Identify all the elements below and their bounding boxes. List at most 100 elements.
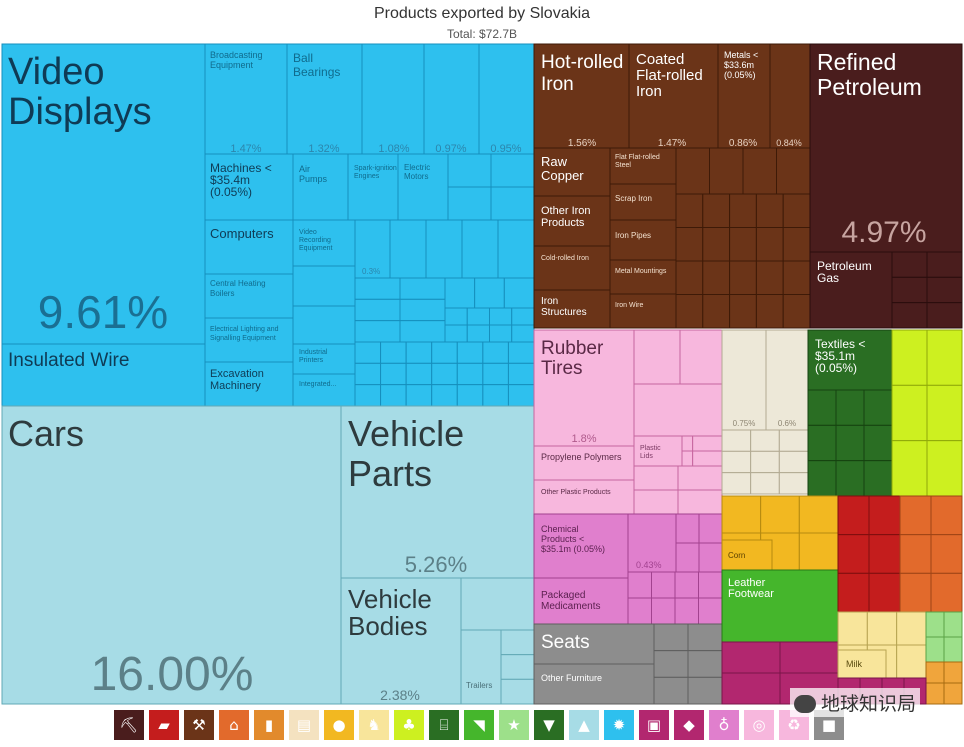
wheat-icon[interactable]: ♣ (394, 710, 424, 740)
small-tile (675, 260, 704, 295)
label-scrap-iron: Scrap Iron (615, 194, 652, 203)
small-tile (447, 153, 492, 188)
small-tile (943, 611, 963, 638)
small-tile (489, 324, 513, 343)
small-tile (891, 302, 928, 329)
tile (769, 43, 811, 149)
road-icon[interactable]: ▲ (569, 710, 599, 740)
small-tile (755, 294, 784, 329)
label-trailers: Trailers (466, 681, 492, 690)
label-packaged-medicaments: Packaged Medicaments (541, 590, 600, 612)
small-tile (709, 147, 744, 195)
small-tile (930, 495, 963, 536)
building-icon[interactable]: ⌸ (429, 710, 459, 740)
tile-machines-small (204, 153, 294, 221)
label-hot-rolled-iron: Hot-rolled Iron (541, 52, 623, 95)
brick-icon[interactable]: ▰ (149, 710, 179, 740)
small-tile (425, 219, 463, 279)
tile-air-pumps (292, 153, 349, 221)
small-tile (380, 362, 407, 386)
small-tile (778, 450, 809, 474)
tile (292, 305, 356, 345)
small-tile (943, 682, 963, 705)
small-tile (807, 460, 837, 497)
label-air-pumps: Air Pumps (299, 164, 328, 184)
small-tile (798, 495, 839, 534)
small-tile (444, 307, 468, 326)
tile-cold-rolled (533, 245, 611, 291)
tile-lighting (204, 317, 294, 363)
tile-rubber-tires (533, 329, 635, 447)
small-tile (405, 341, 433, 364)
small-tile (702, 260, 731, 295)
label-cold-rolled-iron: Cold-rolled Iron (541, 255, 589, 262)
small-tile (466, 307, 490, 326)
small-tile (698, 597, 723, 625)
label-flat-flat-rolled-steel: Flat Flat-rolled Steel (615, 154, 660, 169)
label-iron-pipes: Iron Pipes (615, 231, 651, 240)
cow-icon[interactable]: ♞ (359, 710, 389, 740)
label-spark-ignition-engines: Spark-ignition Engines (354, 165, 397, 180)
small-tile (863, 424, 893, 462)
small-tile (444, 324, 468, 343)
bottle-icon[interactable]: ▮ (254, 710, 284, 740)
apple-icon[interactable]: ● (324, 710, 354, 740)
shoe-icon[interactable]: ◥ (464, 710, 494, 740)
tile (627, 513, 677, 573)
small-tile (633, 465, 679, 491)
small-tile (677, 489, 723, 515)
tile-boilers (204, 273, 294, 319)
small-tile (490, 153, 535, 188)
small-tile (926, 440, 963, 497)
small-tile (721, 495, 762, 534)
small-tile (899, 572, 932, 613)
label-refined-petroleum: Refined Petroleum (817, 49, 922, 100)
tile-iron-wire (609, 293, 677, 329)
frame-icon[interactable]: ▣ (639, 710, 669, 740)
small-tile (431, 384, 458, 407)
small-tile (782, 227, 811, 262)
paper-icon[interactable]: ▤ (289, 710, 319, 740)
label-coated-flat-rolled-iron: Coated Flat-rolled Iron (636, 51, 703, 100)
tile-video-rec (292, 219, 356, 267)
tile (460, 577, 535, 631)
anvil-icon[interactable]: ⚒ (184, 710, 214, 740)
small-tile (742, 147, 777, 195)
chart-subtitle: Total: $72.7B (446, 27, 518, 41)
small-tile (891, 251, 928, 278)
tile (765, 329, 809, 431)
label-electric-motors: Electric Motors (404, 163, 430, 181)
share-cars: 16.00% (91, 648, 254, 701)
diamond-icon[interactable]: ◆ (674, 710, 704, 740)
label-insulated-wire: Insulated Wire (8, 350, 129, 371)
star-icon[interactable]: ★ (499, 710, 529, 740)
small-tile (456, 362, 484, 386)
share-metals-small: 0.86% (729, 138, 757, 149)
small-tile (405, 362, 433, 386)
small-tile (721, 472, 752, 495)
label-leather-footwear: Leather Footwear (728, 577, 774, 600)
label-raw-copper: Raw Copper (541, 154, 584, 183)
small-tile (482, 384, 509, 407)
small-tile (779, 641, 839, 674)
small-tile (687, 676, 723, 705)
small-tile (507, 341, 535, 364)
tile-cars (1, 405, 342, 705)
small-tile (868, 572, 901, 613)
chemical-icon[interactable]: ♁ (709, 710, 739, 740)
small-tile (456, 384, 484, 407)
gear-shield-icon[interactable]: ◎ (744, 710, 774, 740)
gears-icon[interactable]: ✹ (604, 710, 634, 740)
tile-integrated (292, 373, 356, 407)
small-tile (633, 489, 679, 515)
flask-icon[interactable]: ⌂ (219, 710, 249, 740)
small-tile (456, 341, 484, 364)
small-tile (399, 277, 446, 300)
shirt-icon[interactable]: ▼ (534, 710, 564, 740)
label-other-iron-products: Other Iron Products (541, 205, 591, 229)
small-tile (721, 672, 781, 705)
tile-excavation (204, 361, 294, 407)
pick-icon[interactable]: ⛏ (114, 710, 144, 740)
tile-other-iron (533, 195, 611, 247)
small-tile (899, 534, 932, 574)
